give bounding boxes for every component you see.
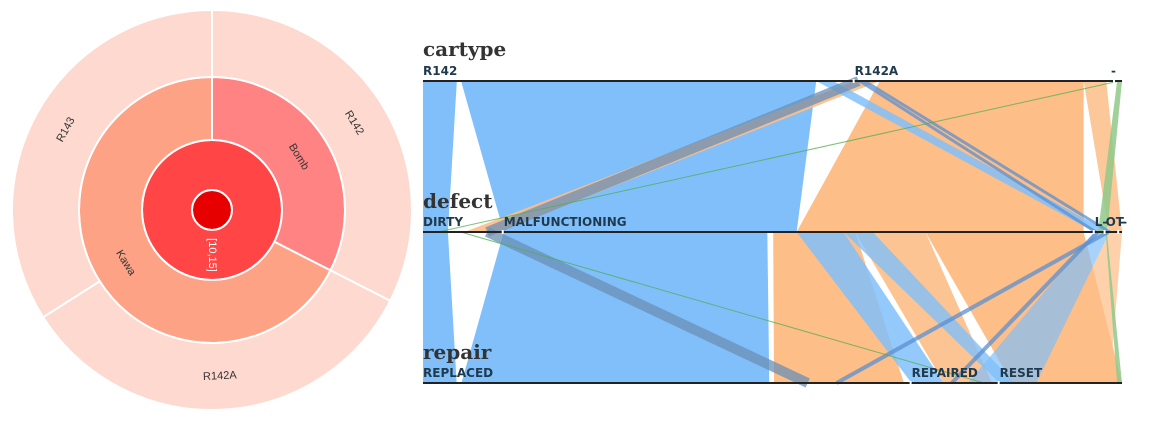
ribbon-malf-replaced-blue[interactable] <box>461 232 770 383</box>
strand-l-repaired <box>950 230 1099 385</box>
category-label-defect[interactable]: L- <box>1095 215 1108 229</box>
ribbon-minor-blue[interactable] <box>967 232 1110 383</box>
strand-green-thin-2 <box>460 231 985 384</box>
category-label-repair[interactable]: REPLACED <box>423 366 493 380</box>
strand-r142a-l <box>858 79 1097 234</box>
dimension-title-repair[interactable]: repair <box>423 340 492 364</box>
ribbon-r142a-minor[interactable] <box>1083 81 1122 232</box>
dimension-title-cartype[interactable]: cartype <box>423 37 506 61</box>
category-label-cartype[interactable]: - <box>1111 64 1116 78</box>
strand-dirty-replaced <box>485 227 810 388</box>
category-label-repair[interactable]: RESET <box>1000 366 1043 380</box>
sunburst-label: R142A <box>203 369 238 383</box>
sunburst-segment-r142a[interactable] <box>41 269 392 411</box>
category-label-repair[interactable]: REPAIRED <box>912 366 978 380</box>
ribbon-r142-dirty[interactable] <box>423 81 457 232</box>
category-label-defect[interactable]: - <box>1119 215 1124 229</box>
ribbon-minor-orange[interactable] <box>1036 232 1122 383</box>
strand-r142a-dirty <box>485 76 861 237</box>
sunburst-segment-r142[interactable] <box>211 8 413 303</box>
strand-r142a-ot <box>863 79 1111 234</box>
category-label-defect[interactable]: MALFUNCTIONING <box>504 215 627 229</box>
category-label-cartype[interactable]: R142 <box>423 64 457 78</box>
category-label-defect[interactable]: OT- <box>1106 215 1128 229</box>
sunburst-label: [10,15] <box>206 238 218 272</box>
ribbon-dirty-replaced[interactable] <box>423 232 457 383</box>
strand-green-thin <box>437 80 1120 233</box>
ribbon-minor-green[interactable] <box>1105 232 1122 383</box>
dimension-title-defect[interactable]: defect <box>423 189 493 213</box>
sunburst-segment-r143[interactable] <box>11 8 213 319</box>
ribbon-malf-replaced-orange[interactable] <box>773 232 904 383</box>
ribbon-r142-malfunctioning[interactable] <box>461 81 817 232</box>
ribbon-malf-reset-blue[interactable] <box>843 232 1015 383</box>
category-label-defect[interactable]: DIRTY <box>423 215 463 229</box>
ribbon-dash-minor[interactable] <box>1098 81 1122 232</box>
strand-ot-replaced <box>835 230 1110 385</box>
category-label-cartype[interactable]: R142A <box>855 64 899 78</box>
highlight-strands <box>437 76 1120 388</box>
ribbon-r142a-malfunctioning[interactable] <box>796 81 1084 232</box>
